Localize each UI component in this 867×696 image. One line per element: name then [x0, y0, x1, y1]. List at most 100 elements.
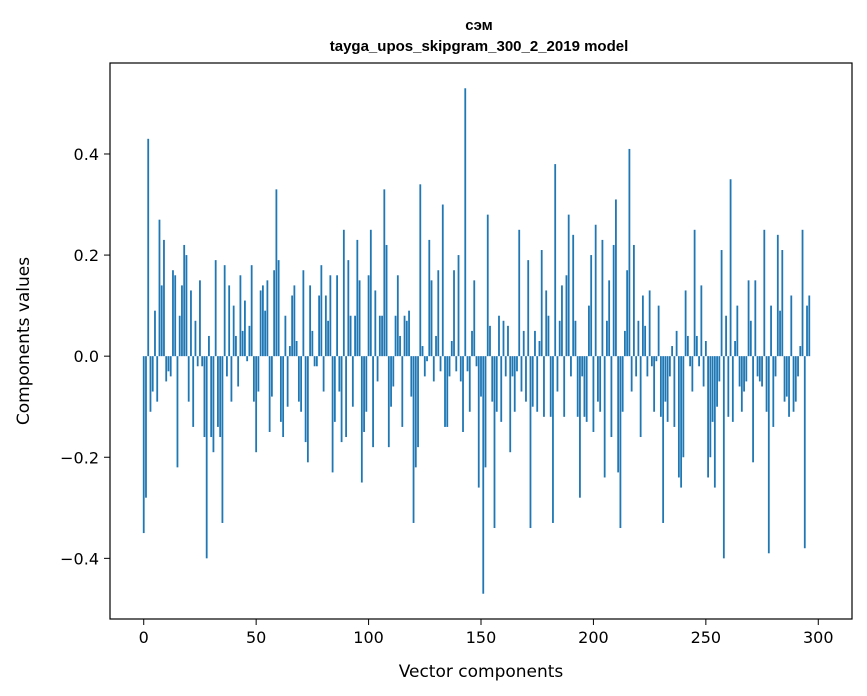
bar-291 — [797, 356, 799, 377]
bar-196 — [583, 356, 586, 417]
bar-30 — [210, 356, 213, 438]
bar-190 — [570, 356, 572, 377]
bar-209 — [612, 244, 615, 357]
bar-280 — [772, 356, 775, 427]
bar-62 — [282, 356, 285, 438]
bar-198 — [588, 305, 590, 357]
bar-48 — [250, 265, 253, 357]
bar-39 — [230, 356, 233, 402]
bar-257 — [720, 250, 723, 357]
bar-259 — [725, 315, 727, 357]
bar-40 — [232, 305, 235, 357]
bar-67 — [293, 285, 296, 357]
bar-168 — [520, 356, 523, 392]
bar-240 — [682, 356, 685, 458]
bar-241 — [684, 290, 687, 357]
bar-71 — [302, 270, 305, 357]
bar-235 — [671, 346, 674, 357]
bar-285 — [783, 356, 786, 402]
bar-84 — [331, 356, 334, 473]
bar-174 — [534, 330, 536, 357]
bar-194 — [579, 356, 581, 498]
bar-269 — [747, 280, 750, 357]
bar-127 — [428, 239, 431, 357]
bar-115 — [401, 356, 404, 427]
bar-221 — [639, 356, 642, 438]
bar-81 — [324, 295, 327, 357]
bar-231 — [662, 356, 665, 523]
bar-210 — [615, 199, 617, 357]
bar-239 — [680, 356, 683, 488]
bar-146 — [471, 330, 473, 357]
bar-105 — [378, 315, 381, 357]
bar-125 — [423, 356, 426, 377]
bar-118 — [408, 310, 410, 357]
bar-76 — [313, 356, 316, 367]
bar-133 — [441, 204, 444, 357]
bar-92 — [349, 315, 352, 357]
bar-99 — [365, 356, 368, 412]
bar-15 — [176, 356, 179, 468]
bar-222 — [641, 295, 644, 357]
bar-148 — [475, 356, 478, 367]
bar-44 — [241, 330, 244, 357]
bar-243 — [689, 356, 692, 367]
chart-subtitle: tayga_upos_skipgram_300_2_2019 model — [330, 38, 629, 55]
bar-286 — [785, 356, 788, 397]
bar-251 — [707, 356, 709, 478]
bar-116 — [403, 315, 406, 357]
bar-93 — [351, 356, 354, 407]
bar-158 — [498, 315, 500, 357]
bar-226 — [650, 356, 653, 367]
x-tick-label: 300 — [803, 628, 834, 647]
bar-128 — [430, 280, 433, 357]
bar-272 — [754, 280, 757, 357]
x-tick-label: 50 — [246, 628, 266, 647]
bar-238 — [677, 356, 680, 478]
bar-273 — [756, 356, 759, 377]
bar-137 — [450, 341, 453, 357]
bar-102 — [372, 356, 374, 448]
bar-106 — [381, 315, 383, 357]
x-tick-label: 150 — [466, 628, 497, 647]
bar-169 — [522, 330, 525, 357]
bar-12 — [169, 356, 172, 377]
bar-104 — [376, 356, 379, 382]
bar-156 — [493, 356, 496, 529]
bar-208 — [610, 356, 613, 438]
bar-58 — [273, 270, 276, 357]
bar-19 — [185, 255, 188, 357]
bar-119 — [410, 356, 413, 397]
bar-265 — [738, 356, 741, 387]
bar-247 — [698, 356, 700, 367]
bar-179 — [545, 290, 548, 357]
bar-229 — [657, 305, 660, 357]
bar-8 — [160, 285, 163, 357]
bar-75 — [311, 330, 314, 357]
bar-131 — [437, 270, 440, 357]
bar-70 — [300, 356, 303, 412]
bar-72 — [304, 356, 307, 443]
bar-161 — [504, 356, 507, 377]
bar-152 — [484, 356, 487, 468]
chart-title: сэм — [465, 17, 493, 34]
bar-142 — [462, 356, 464, 432]
bar-140 — [457, 255, 460, 357]
bar-204 — [601, 239, 604, 357]
bar-232 — [664, 356, 667, 402]
bar-36 — [223, 265, 226, 357]
bar-23 — [194, 320, 197, 357]
bar-2 — [147, 138, 150, 357]
bar-139 — [455, 356, 458, 372]
bar-120 — [412, 356, 415, 523]
bar-136 — [448, 356, 451, 377]
bar-60 — [277, 260, 280, 357]
bar-79 — [320, 265, 323, 357]
bar-163 — [509, 356, 512, 453]
bar-13 — [172, 270, 174, 357]
bar-17 — [181, 285, 183, 357]
bar-288 — [790, 295, 793, 357]
x-tick-label: 200 — [578, 628, 609, 647]
bar-218 — [633, 244, 635, 357]
bar-182 — [552, 356, 554, 523]
